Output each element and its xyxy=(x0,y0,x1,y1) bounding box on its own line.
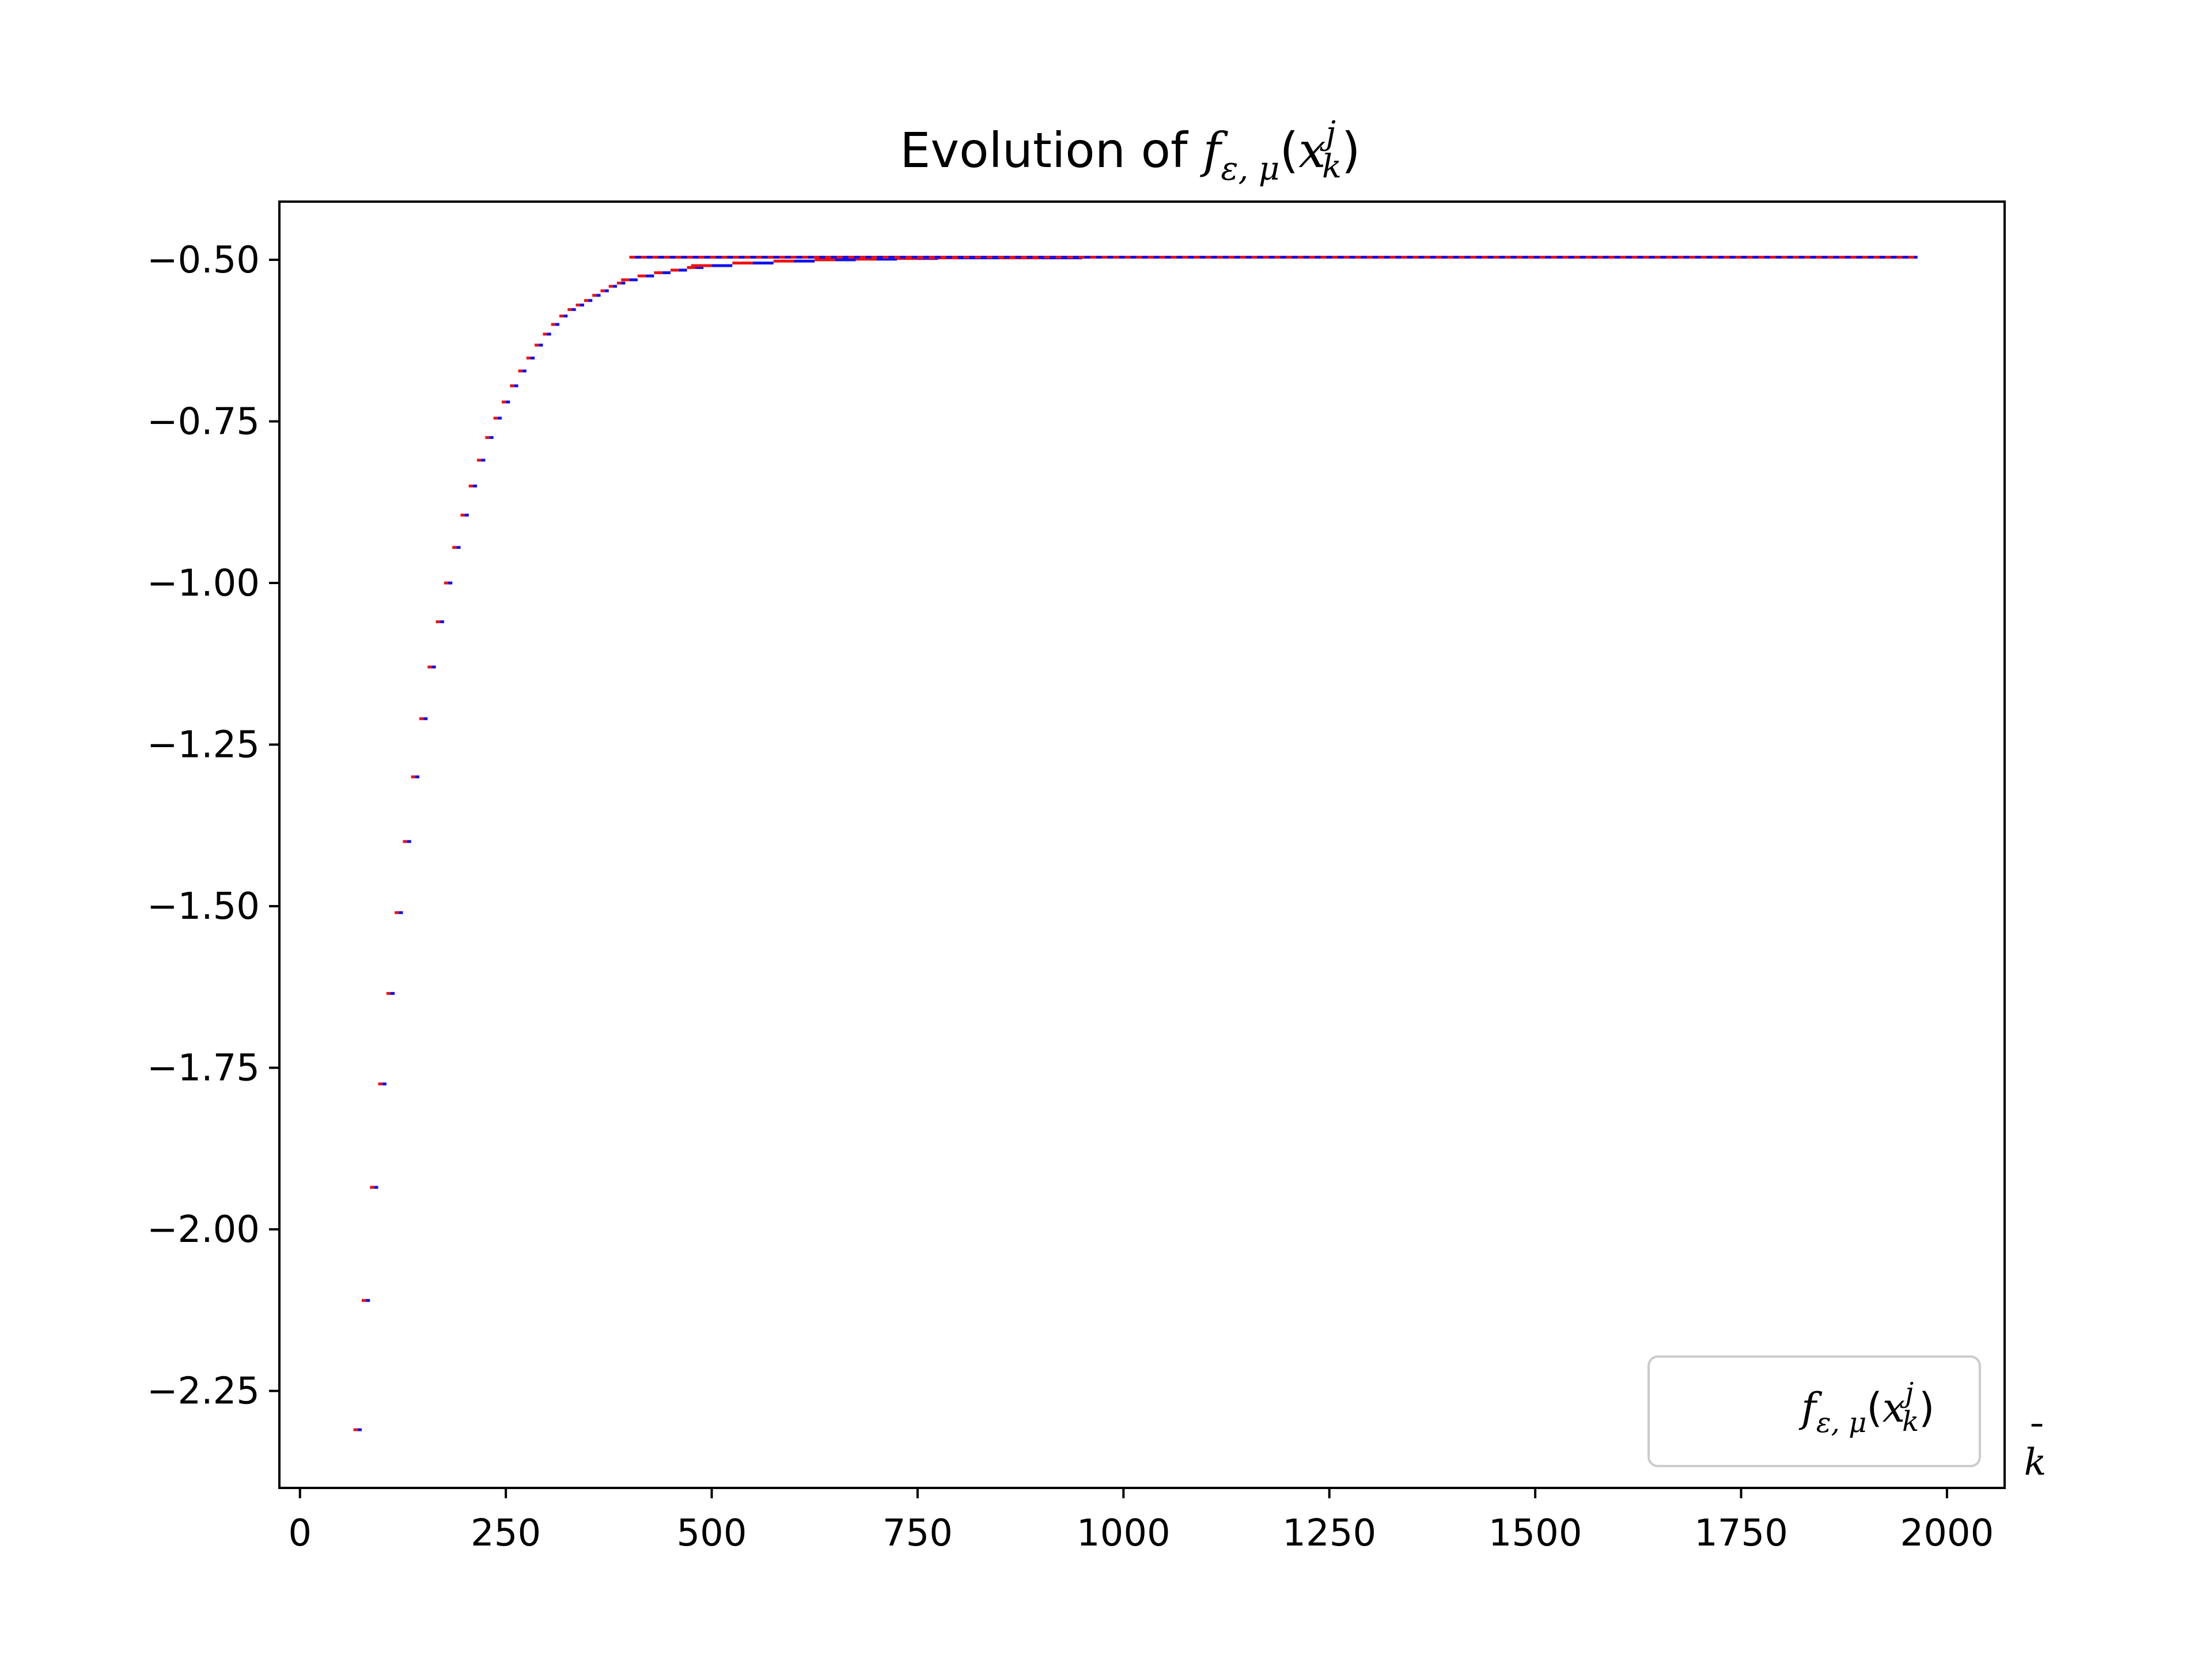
x-tick-label: 1000 xyxy=(1077,1512,1171,1555)
x-axis-label: k xyxy=(2024,1441,2047,1484)
y-tick-label: −1.00 xyxy=(147,562,260,605)
x-axis-ticks: 0 250 500 750 1000 1250 1500 1750 2000 xyxy=(288,1488,1994,1555)
x-tick-label: 2000 xyxy=(1900,1512,1994,1555)
legend-sub-k: k xyxy=(1902,1406,1919,1438)
y-tick-label: −0.75 xyxy=(147,401,260,444)
x-axis-label-accent: ¯ xyxy=(2028,1418,2046,1461)
legend-label: fε, μ(xj k) xyxy=(1798,1377,1934,1439)
y-tick-label: −2.25 xyxy=(147,1370,260,1413)
x-tick-label: 500 xyxy=(676,1512,747,1555)
x-tick-label: 1250 xyxy=(1282,1512,1376,1555)
title-x: x xyxy=(1298,122,1325,179)
x-tick-label: 250 xyxy=(471,1512,541,1555)
legend: fε, μ(xj k) xyxy=(1647,1355,1981,1467)
title-sub: ε, μ xyxy=(1221,150,1279,188)
x-tick-label: 1750 xyxy=(1694,1512,1788,1555)
plot-frame xyxy=(278,200,2006,1489)
legend-box xyxy=(1647,1355,1981,1467)
chart-title-prefix: Evolution of xyxy=(900,122,1203,179)
y-tick-label: −1.25 xyxy=(147,724,260,767)
y-tick-label: −1.75 xyxy=(147,1047,260,1090)
x-tick-label: 750 xyxy=(882,1512,953,1555)
legend-close-paren: ) xyxy=(1919,1384,1934,1431)
title-open-paren: ( xyxy=(1279,122,1298,179)
y-tick-label: −0.50 xyxy=(147,239,260,282)
title-sub-k: k xyxy=(1322,148,1342,185)
legend-sub: ε, μ xyxy=(1816,1407,1866,1439)
series-f-eps-mu xyxy=(353,256,1918,1431)
chart-title: Evolution of fε, μ(xj k) xyxy=(900,115,1360,188)
x-tick-label: 1500 xyxy=(1488,1512,1582,1555)
x-tick-label: 0 xyxy=(288,1512,312,1555)
y-tick-label: −1.50 xyxy=(147,885,260,928)
title-close-paren: ) xyxy=(1342,122,1361,179)
y-tick-label: −2.00 xyxy=(147,1209,260,1251)
x-axis-label-base: k xyxy=(2024,1441,2047,1484)
y-axis-ticks: −2.25 −2.00 −1.75 −1.50 −1.25 −1.00 −0.75 −0.50 xyxy=(147,239,279,1413)
legend-open-paren: ( xyxy=(1866,1384,1882,1431)
legend-x: x xyxy=(1883,1384,1905,1431)
